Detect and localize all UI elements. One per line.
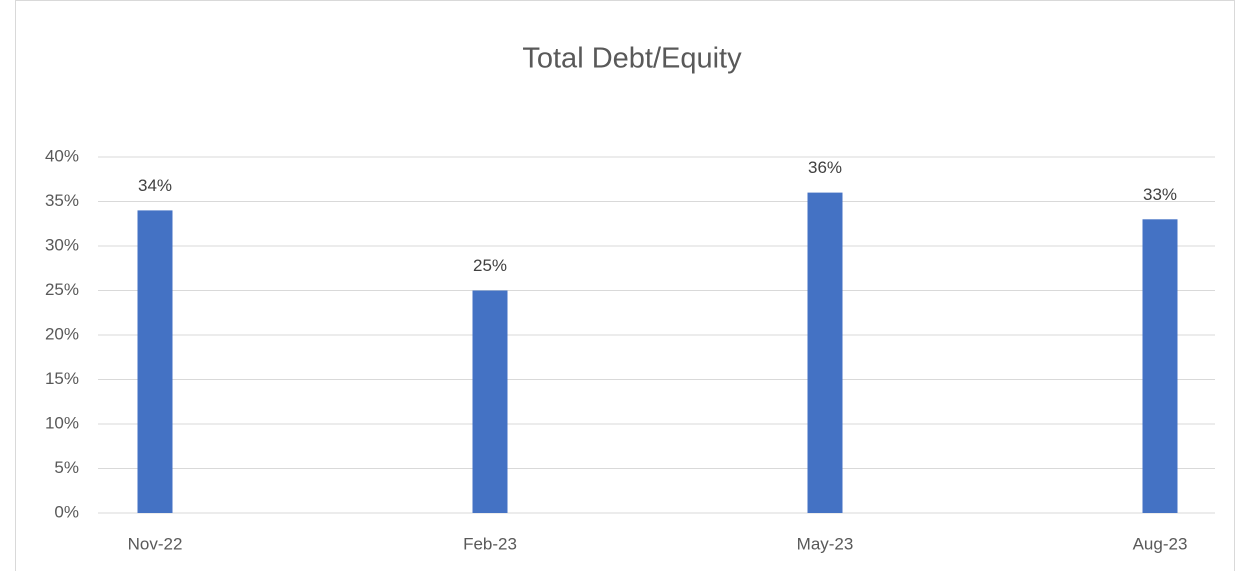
y-tick-label: 15% bbox=[45, 369, 79, 388]
data-label: 25% bbox=[473, 256, 507, 275]
x-tick-label: May-23 bbox=[797, 534, 854, 553]
bar bbox=[137, 210, 173, 513]
data-label: 33% bbox=[1143, 185, 1177, 204]
bar bbox=[807, 192, 843, 513]
x-tick-label: Aug-23 bbox=[1133, 534, 1188, 553]
bar bbox=[472, 290, 508, 513]
y-tick-label: 20% bbox=[45, 324, 79, 343]
chart-border bbox=[15, 0, 1235, 571]
chart-title: Total Debt/Equity bbox=[522, 43, 742, 75]
y-tick-label: 30% bbox=[45, 235, 79, 254]
data-label: 34% bbox=[138, 176, 172, 195]
y-tick-label: 25% bbox=[45, 280, 79, 299]
bar bbox=[1142, 219, 1178, 514]
y-tick-label: 0% bbox=[54, 502, 79, 521]
x-tick-label: Nov-22 bbox=[128, 534, 183, 553]
data-label: 36% bbox=[808, 158, 842, 177]
y-tick-label: 10% bbox=[45, 413, 79, 432]
y-tick-label: 5% bbox=[54, 458, 79, 477]
y-tick-label: 40% bbox=[45, 146, 79, 165]
x-tick-label: Feb-23 bbox=[463, 534, 517, 553]
y-tick-label: 35% bbox=[45, 191, 79, 210]
